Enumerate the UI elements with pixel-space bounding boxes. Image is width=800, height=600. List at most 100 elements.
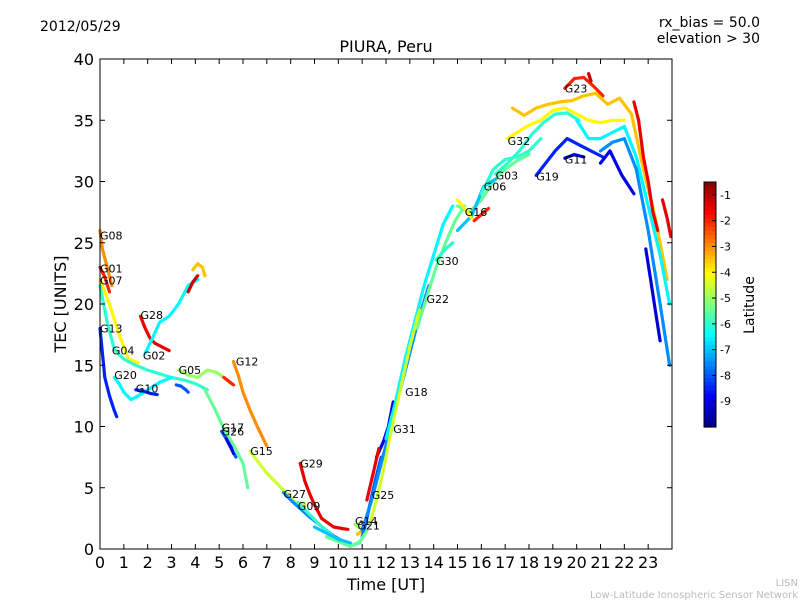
sat-label-g13: G13	[100, 323, 123, 336]
colorbar-segment	[704, 190, 716, 195]
colorbar-segment	[704, 398, 716, 404]
series-trace-g30	[434, 241, 455, 262]
colorbar-segment	[704, 406, 716, 412]
colorbar-segment	[704, 280, 716, 285]
sat-label-g11: G11	[565, 153, 588, 166]
series-trace-unlabeled-40	[191, 262, 207, 278]
series-trace-unlabeled-48	[312, 525, 352, 545]
series-trace-unlabeled-33	[575, 118, 672, 306]
colorbar-segment	[704, 390, 716, 395]
x-tick-label: 17	[495, 553, 515, 572]
elevation-label: elevation > 30	[657, 31, 760, 47]
series-trace-unlabeled-34	[598, 137, 672, 367]
x-tick-label: 14	[423, 553, 443, 572]
colorbar-tick-label: -4	[720, 266, 731, 279]
sat-label-g26: G26	[222, 425, 245, 438]
colorbar-segment	[704, 243, 716, 248]
series-trace-g06	[455, 177, 498, 233]
sat-label-g09: G09	[298, 500, 321, 513]
x-tick-label: 12	[376, 553, 396, 572]
y-tick-label: 30	[74, 173, 94, 192]
series-trace-g07	[98, 277, 140, 365]
colorbar-segment	[704, 349, 716, 355]
colorbar-segment	[704, 324, 716, 330]
colorbar-segment	[704, 259, 716, 265]
sat-label-g02: G02	[143, 349, 166, 362]
y-tick-label: 5	[84, 479, 94, 498]
x-tick-label: 3	[166, 553, 176, 572]
plot-marks	[98, 72, 673, 549]
footer-lisn: LISN	[776, 578, 798, 589]
sat-label-g15: G15	[250, 445, 273, 458]
colorbar-segment	[704, 333, 716, 338]
sat-label-g30: G30	[436, 255, 459, 268]
colorbar-segment	[704, 308, 716, 314]
sat-label-g19: G19	[536, 171, 559, 184]
colorbar-segment	[704, 239, 716, 244]
colorbar-segment	[704, 271, 716, 277]
sat-label-g07: G07	[100, 275, 123, 288]
sat-label-g29: G29	[300, 457, 323, 470]
sat-label-g04: G04	[112, 345, 135, 358]
colorbar-segment	[704, 182, 716, 187]
sat-label-g22: G22	[427, 293, 450, 306]
colorbar-frame	[703, 181, 717, 428]
series-trace-g17	[203, 388, 250, 490]
series-trace-unlabeled-31	[510, 91, 669, 282]
colorbar-tick-label: -9	[720, 395, 731, 408]
series-trace-unlabeled-46	[365, 447, 381, 502]
colorbar-segment	[704, 186, 716, 191]
sat-label-g31: G31	[393, 423, 416, 436]
x-tick-label: 11	[352, 553, 372, 572]
sat-label-g25: G25	[372, 489, 395, 502]
colorbar-segment	[704, 226, 716, 232]
colorbar: -1 -2 -3 -4 -5 -6 -7 -8 -9	[703, 181, 731, 428]
y-tick-label: 40	[74, 50, 94, 69]
colorbar-segment	[704, 263, 716, 269]
colorbar-segment	[704, 202, 716, 208]
series-trace-unlabeled-50	[472, 206, 491, 223]
colorbar-segment	[704, 218, 716, 224]
colorbar-segment	[704, 414, 716, 420]
series-trace-g04	[98, 284, 209, 392]
colorbar-segment	[704, 231, 716, 236]
x-tick-label: 19	[543, 553, 563, 572]
sat-label-g06: G06	[484, 180, 507, 193]
series-trace-g02	[143, 277, 200, 355]
y-tick-label: 25	[74, 234, 94, 253]
sat-label-g17: G17	[222, 422, 245, 435]
sat-label-g18: G18	[405, 386, 428, 399]
colorbar-segment	[704, 247, 716, 253]
sat-label-g01: G01	[100, 263, 123, 276]
y-axis: 0 5 10 15 20 25 30 35 40	[74, 50, 672, 559]
colorbar-segment	[704, 386, 716, 391]
colorbar-segment	[704, 198, 716, 204]
colorbar-segment	[704, 357, 716, 363]
sat-label-g21: G21	[357, 520, 380, 533]
series-trace-g13	[98, 326, 119, 419]
sat-label-g16: G16	[465, 206, 488, 219]
series-trace-unlabeled-39	[186, 274, 200, 294]
sat-label-g03: G03	[496, 169, 519, 182]
x-tick-label: 20	[566, 553, 586, 572]
footer-network: Low-Latitude Ionospheric Sensor Network	[590, 590, 798, 600]
y-tick-label: 20	[74, 295, 94, 314]
x-tick-label: 10	[328, 553, 348, 572]
colorbar-segment	[704, 365, 716, 371]
x-tick-label: 9	[309, 553, 319, 572]
colorbar-segment	[704, 210, 716, 216]
colorbar-segment	[704, 373, 716, 379]
colorbar-segment	[704, 378, 716, 383]
colorbar-segment	[704, 337, 716, 342]
x-axis-label: Time [UT]	[346, 575, 425, 594]
series-trace-g20	[112, 375, 174, 402]
series-trace-unlabeled-49	[455, 198, 474, 220]
colorbar-segment	[704, 329, 716, 334]
x-tick-label: 6	[238, 553, 248, 572]
colorbar-tick-label: -3	[720, 240, 731, 253]
series-trace-unlabeled-43	[222, 375, 236, 387]
series-trace-unlabeled-35	[598, 149, 636, 196]
series-trace-unlabeled-41	[174, 383, 190, 394]
series-trace-g12	[231, 360, 269, 448]
